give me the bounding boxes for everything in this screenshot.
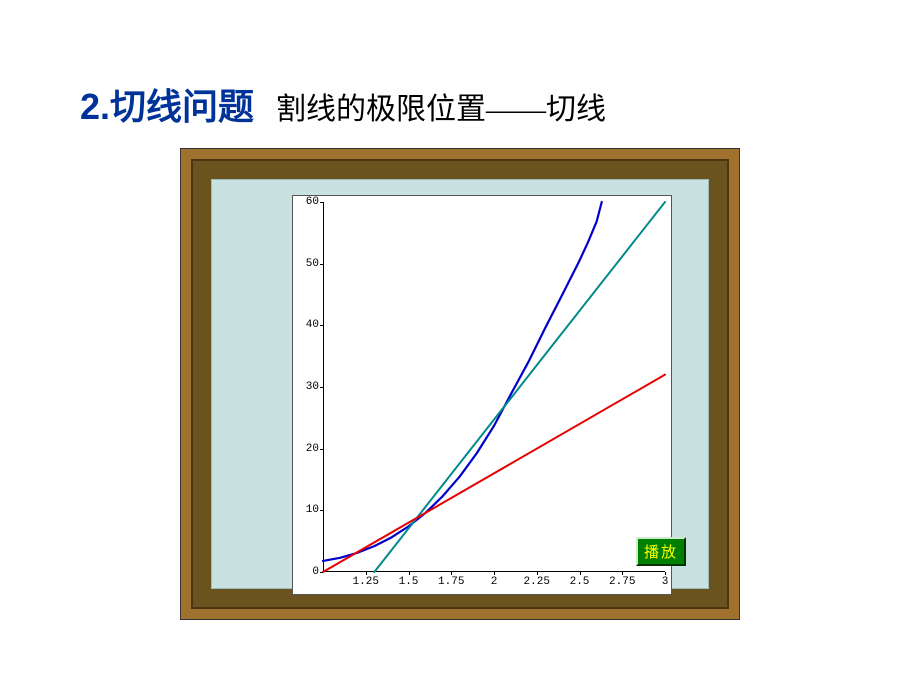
y-tick [320, 510, 323, 511]
x-tick [494, 572, 495, 575]
plot-area: 01020304050601.251.51.7522.252.52.753 [323, 202, 665, 572]
curve-blue [323, 202, 602, 561]
y-tick [320, 264, 323, 265]
x-tick-label: 2 [491, 576, 498, 588]
y-tick [320, 387, 323, 388]
x-tick [409, 572, 410, 575]
x-tick-label: 2.25 [524, 576, 550, 588]
play-button-label: 播放 [644, 545, 678, 561]
y-tick-label: 40 [295, 319, 319, 331]
frame-inner: 01020304050601.251.51.7522.252.52.753 播放 [211, 179, 709, 589]
y-tick [320, 449, 323, 450]
x-tick [537, 572, 538, 575]
x-tick-label: 1.5 [399, 576, 419, 588]
x-tick-label: 3 [662, 576, 669, 588]
y-tick [320, 325, 323, 326]
y-tick-label: 30 [295, 381, 319, 393]
x-tick-label: 2.5 [570, 576, 590, 588]
title-main: 2.切线问题 [80, 78, 254, 130]
curves-svg [323, 202, 665, 572]
slide-frame: 0 10 20 30 40 50 60 1.25 1.5 1.75 2 2.25 2.5 2.75 3 播放 [180, 148, 740, 620]
play-button[interactable]: 播放 [636, 537, 686, 566]
y-tick [320, 202, 323, 203]
y-tick-label: 10 [295, 504, 319, 516]
x-tick [451, 572, 452, 575]
y-tick-label: 50 [295, 258, 319, 270]
y-tick [320, 572, 323, 573]
frame-bevel: 0 10 20 30 40 50 60 1.25 1.5 1.75 2 2.25 2.5 2.75 3 播放 [191, 159, 729, 609]
x-tick-label: 1.75 [438, 576, 464, 588]
x-tick [366, 572, 367, 575]
x-tick [580, 572, 581, 575]
line-red [323, 375, 665, 572]
x-tick [622, 572, 623, 575]
title-sub: 割线的极限位置——切线 [276, 84, 606, 128]
chart: 0 10 20 30 40 50 60 1.25 1.5 1.75 2 2.25 2.5 2.75 3 [292, 195, 672, 595]
x-tick-label: 2.75 [609, 576, 635, 588]
y-tick-label: 0 [295, 566, 319, 578]
y-tick-label: 20 [295, 443, 319, 455]
x-tick [665, 572, 666, 575]
x-tick-label: 1.25 [353, 576, 379, 588]
y-tick-label: 60 [295, 196, 319, 208]
heading: 2.切线问题 割线的极限位置——切线 [80, 78, 606, 130]
